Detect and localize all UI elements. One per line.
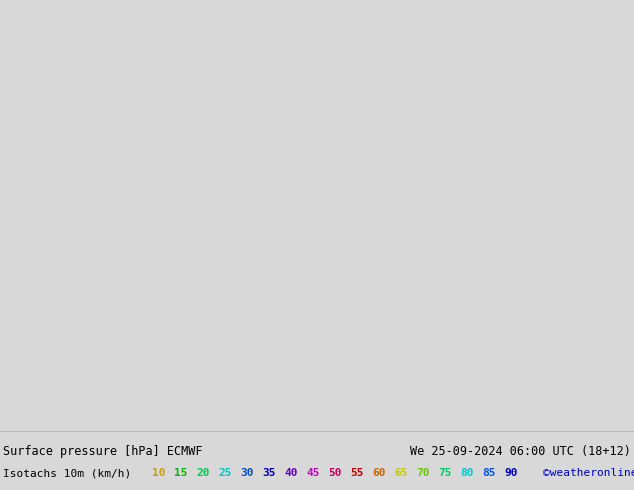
Text: 15: 15 (174, 468, 188, 478)
Text: 70: 70 (416, 468, 429, 478)
Text: 10: 10 (152, 468, 165, 478)
Text: 75: 75 (438, 468, 451, 478)
Text: 35: 35 (262, 468, 276, 478)
Text: 20: 20 (196, 468, 209, 478)
Text: 25: 25 (218, 468, 231, 478)
Text: 85: 85 (482, 468, 496, 478)
Text: 80: 80 (460, 468, 474, 478)
Text: 60: 60 (372, 468, 385, 478)
Text: 55: 55 (350, 468, 363, 478)
Text: Isotachs 10m (km/h): Isotachs 10m (km/h) (3, 468, 131, 478)
Text: 45: 45 (306, 468, 320, 478)
Text: 30: 30 (240, 468, 254, 478)
Text: 40: 40 (284, 468, 297, 478)
Text: Surface pressure [hPa] ECMWF: Surface pressure [hPa] ECMWF (3, 445, 202, 458)
Text: ©weatheronline.co.uk: ©weatheronline.co.uk (543, 468, 634, 478)
Text: 90: 90 (504, 468, 517, 478)
Text: 50: 50 (328, 468, 342, 478)
Text: 65: 65 (394, 468, 408, 478)
Text: We 25-09-2024 06:00 UTC (18+12): We 25-09-2024 06:00 UTC (18+12) (410, 445, 631, 458)
